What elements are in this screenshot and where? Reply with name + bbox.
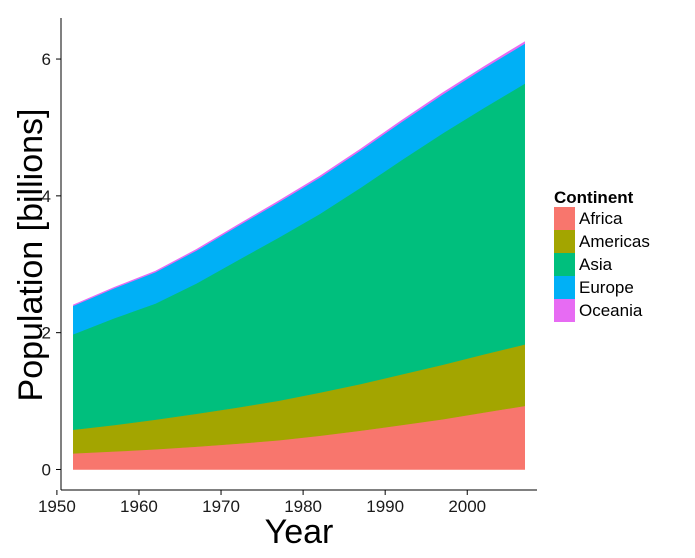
legend-swatch-asia — [554, 253, 575, 276]
x-tick-label: 2000 — [448, 497, 486, 516]
y-tick-label: 4 — [42, 187, 51, 206]
y-axis-title: Population [billions] — [12, 109, 50, 402]
legend-label-africa: Africa — [579, 209, 623, 228]
legend-swatch-oceania — [554, 299, 575, 322]
legend: Continent Africa Americas Asia Europe Oceani… — [554, 188, 650, 322]
legend-label-americas: Americas — [579, 232, 650, 251]
legend-label-oceania: Oceania — [579, 301, 643, 320]
x-tick-label: 1990 — [366, 497, 404, 516]
legend-label-asia: Asia — [579, 255, 613, 274]
legend-label-europe: Europe — [579, 278, 634, 297]
legend-swatch-europe — [554, 276, 575, 299]
x-tick-label: 1960 — [120, 497, 158, 516]
x-axis-title: Year — [265, 513, 334, 551]
area-layers — [73, 41, 525, 470]
y-axis-ticks: 0 2 4 6 — [42, 50, 61, 479]
x-axis-ticks: 1950 1960 1970 1980 1990 2000 — [38, 490, 486, 516]
y-tick-label: 6 — [42, 50, 51, 69]
legend-swatch-americas — [554, 230, 575, 253]
x-tick-label: 1950 — [38, 497, 76, 516]
x-tick-label: 1970 — [202, 497, 240, 516]
area-oceania — [73, 41, 525, 307]
x-tick-label: 1980 — [284, 497, 322, 516]
y-tick-label: 2 — [42, 324, 51, 343]
legend-swatch-africa — [554, 207, 575, 230]
legend-title: Continent — [554, 188, 634, 207]
y-tick-label: 0 — [42, 460, 51, 479]
